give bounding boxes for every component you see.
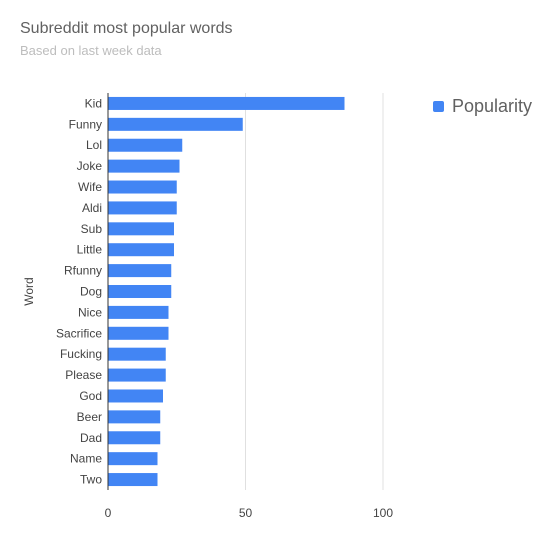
y-tick-label: Nice [78,305,102,319]
bar[interactable] [108,159,180,173]
bar[interactable] [108,326,169,340]
bar[interactable] [108,389,163,403]
y-tick-label: Sacrifice [56,326,102,340]
y-tick-label: Fucking [60,347,102,361]
x-tick-label: 50 [239,506,253,520]
y-tick-label: Wife [78,180,102,194]
bar[interactable] [108,117,243,131]
bar[interactable] [108,201,177,215]
y-tick-label: Lol [86,138,102,152]
bar[interactable] [108,368,166,382]
y-tick-label: Joke [77,159,103,173]
bar[interactable] [108,452,158,466]
y-tick-label: Funny [69,117,102,131]
legend-swatch [433,101,444,112]
bar[interactable] [108,347,166,361]
y-tick-label: Name [70,452,102,466]
y-tick-label: Little [77,243,103,257]
bar[interactable] [108,473,158,487]
y-tick-label: Rfunny [64,264,102,278]
bar[interactable] [108,138,183,152]
y-tick-label: Dad [80,431,102,445]
legend-label: Popularity [452,96,533,116]
bar[interactable] [108,243,174,257]
y-tick-label: Kid [85,96,102,110]
y-tick-label: Please [65,368,102,382]
y-tick-label: Dog [80,285,102,299]
bar[interactable] [108,285,172,298]
y-tick-label: Aldi [82,201,102,215]
bar[interactable] [108,410,161,424]
bar[interactable] [108,222,174,236]
bar[interactable] [108,180,177,194]
y-axis-title: Word [22,277,36,305]
chart-subtitle: Based on last week data [20,43,162,58]
y-tick-label: Beer [77,410,102,424]
y-tick-label: God [79,389,102,403]
y-tick-label: Two [80,473,102,487]
legend[interactable]: Popularity [433,96,532,117]
chart-title: Subreddit most popular words [20,20,233,37]
x-tick-label: 100 [373,506,393,520]
bar[interactable] [108,264,172,278]
x-tick-label: 0 [105,506,112,520]
y-tick-label: Sub [81,222,103,236]
bar[interactable] [108,305,169,319]
bar[interactable] [108,96,345,110]
bar[interactable] [108,431,161,445]
